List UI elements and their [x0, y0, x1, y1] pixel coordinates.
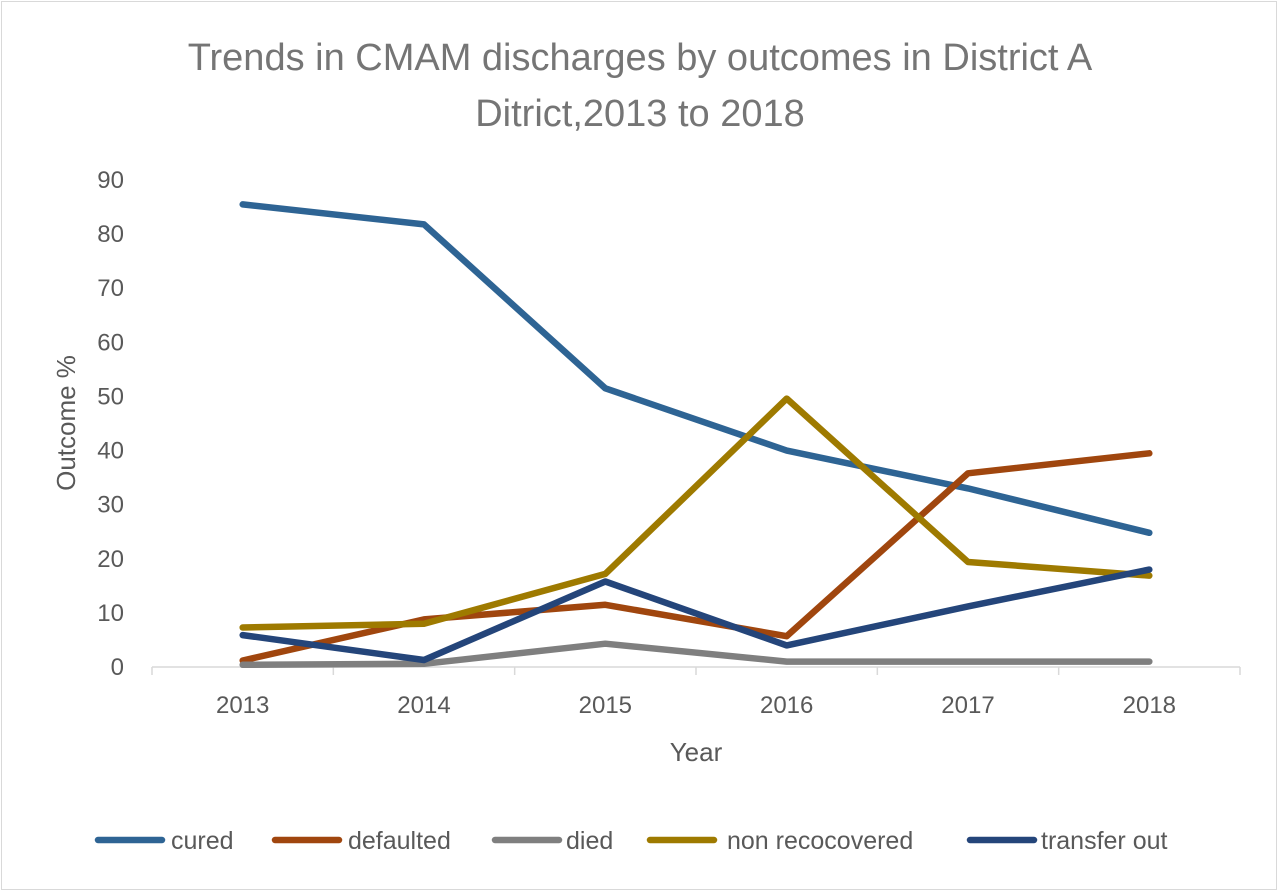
y-tick-label: 0 [111, 654, 124, 681]
series-line-transfer-out [239, 566, 1153, 664]
series-line-non-recocovered [239, 395, 1153, 631]
legend-item-transfer-out: transfer out [966, 827, 1168, 855]
x-axis: 2013 2014 2015 2016 2017 2018 [151, 666, 1241, 719]
y-axis-title: Outcome % [51, 355, 81, 491]
x-tick-label: 2016 [760, 692, 813, 719]
legend-label: cured [171, 827, 234, 855]
chart-title-line-1: Trends in CMAM discharges by outcomes in… [188, 37, 1093, 79]
series-lines [239, 201, 1153, 669]
y-tick-label: 40 [97, 438, 124, 465]
legend-label: non recocovered [727, 827, 913, 855]
x-tick-label: 2013 [216, 692, 269, 719]
legend-label: defaulted [348, 827, 451, 855]
legend: cured defaulted died non recocovered transfe… [94, 827, 1168, 855]
y-axis-ticks: 0 10 20 30 40 50 60 70 80 90 [97, 167, 124, 681]
y-tick-label: 20 [97, 546, 124, 573]
chart-title: Trends in CMAM discharges by outcomes in… [188, 37, 1093, 135]
x-tick-label: 2018 [1123, 692, 1176, 719]
x-tick-label: 2017 [941, 692, 994, 719]
legend-label: transfer out [1041, 827, 1168, 855]
x-axis-title: Year [670, 737, 723, 767]
x-tick-label: 2014 [397, 692, 450, 719]
y-tick-label: 10 [97, 600, 124, 627]
legend-item-died: died [491, 827, 613, 855]
chart-title-line-2: Ditrict,2013 to 2018 [475, 93, 805, 135]
series-line-cured [239, 201, 1153, 537]
y-tick-label: 90 [97, 167, 124, 194]
legend-label: died [566, 827, 613, 855]
y-tick-label: 50 [97, 383, 124, 410]
y-tick-label: 70 [97, 275, 124, 302]
y-tick-label: 60 [97, 329, 124, 356]
series-line-died [239, 640, 1153, 669]
x-tick-label: 2015 [579, 692, 632, 719]
legend-item-cured: cured [94, 827, 234, 855]
legend-item-non-recocovered: non recocovered [646, 827, 913, 855]
y-tick-label: 80 [97, 221, 124, 248]
legend-item-defaulted: defaulted [271, 827, 451, 855]
y-tick-label: 30 [97, 492, 124, 519]
